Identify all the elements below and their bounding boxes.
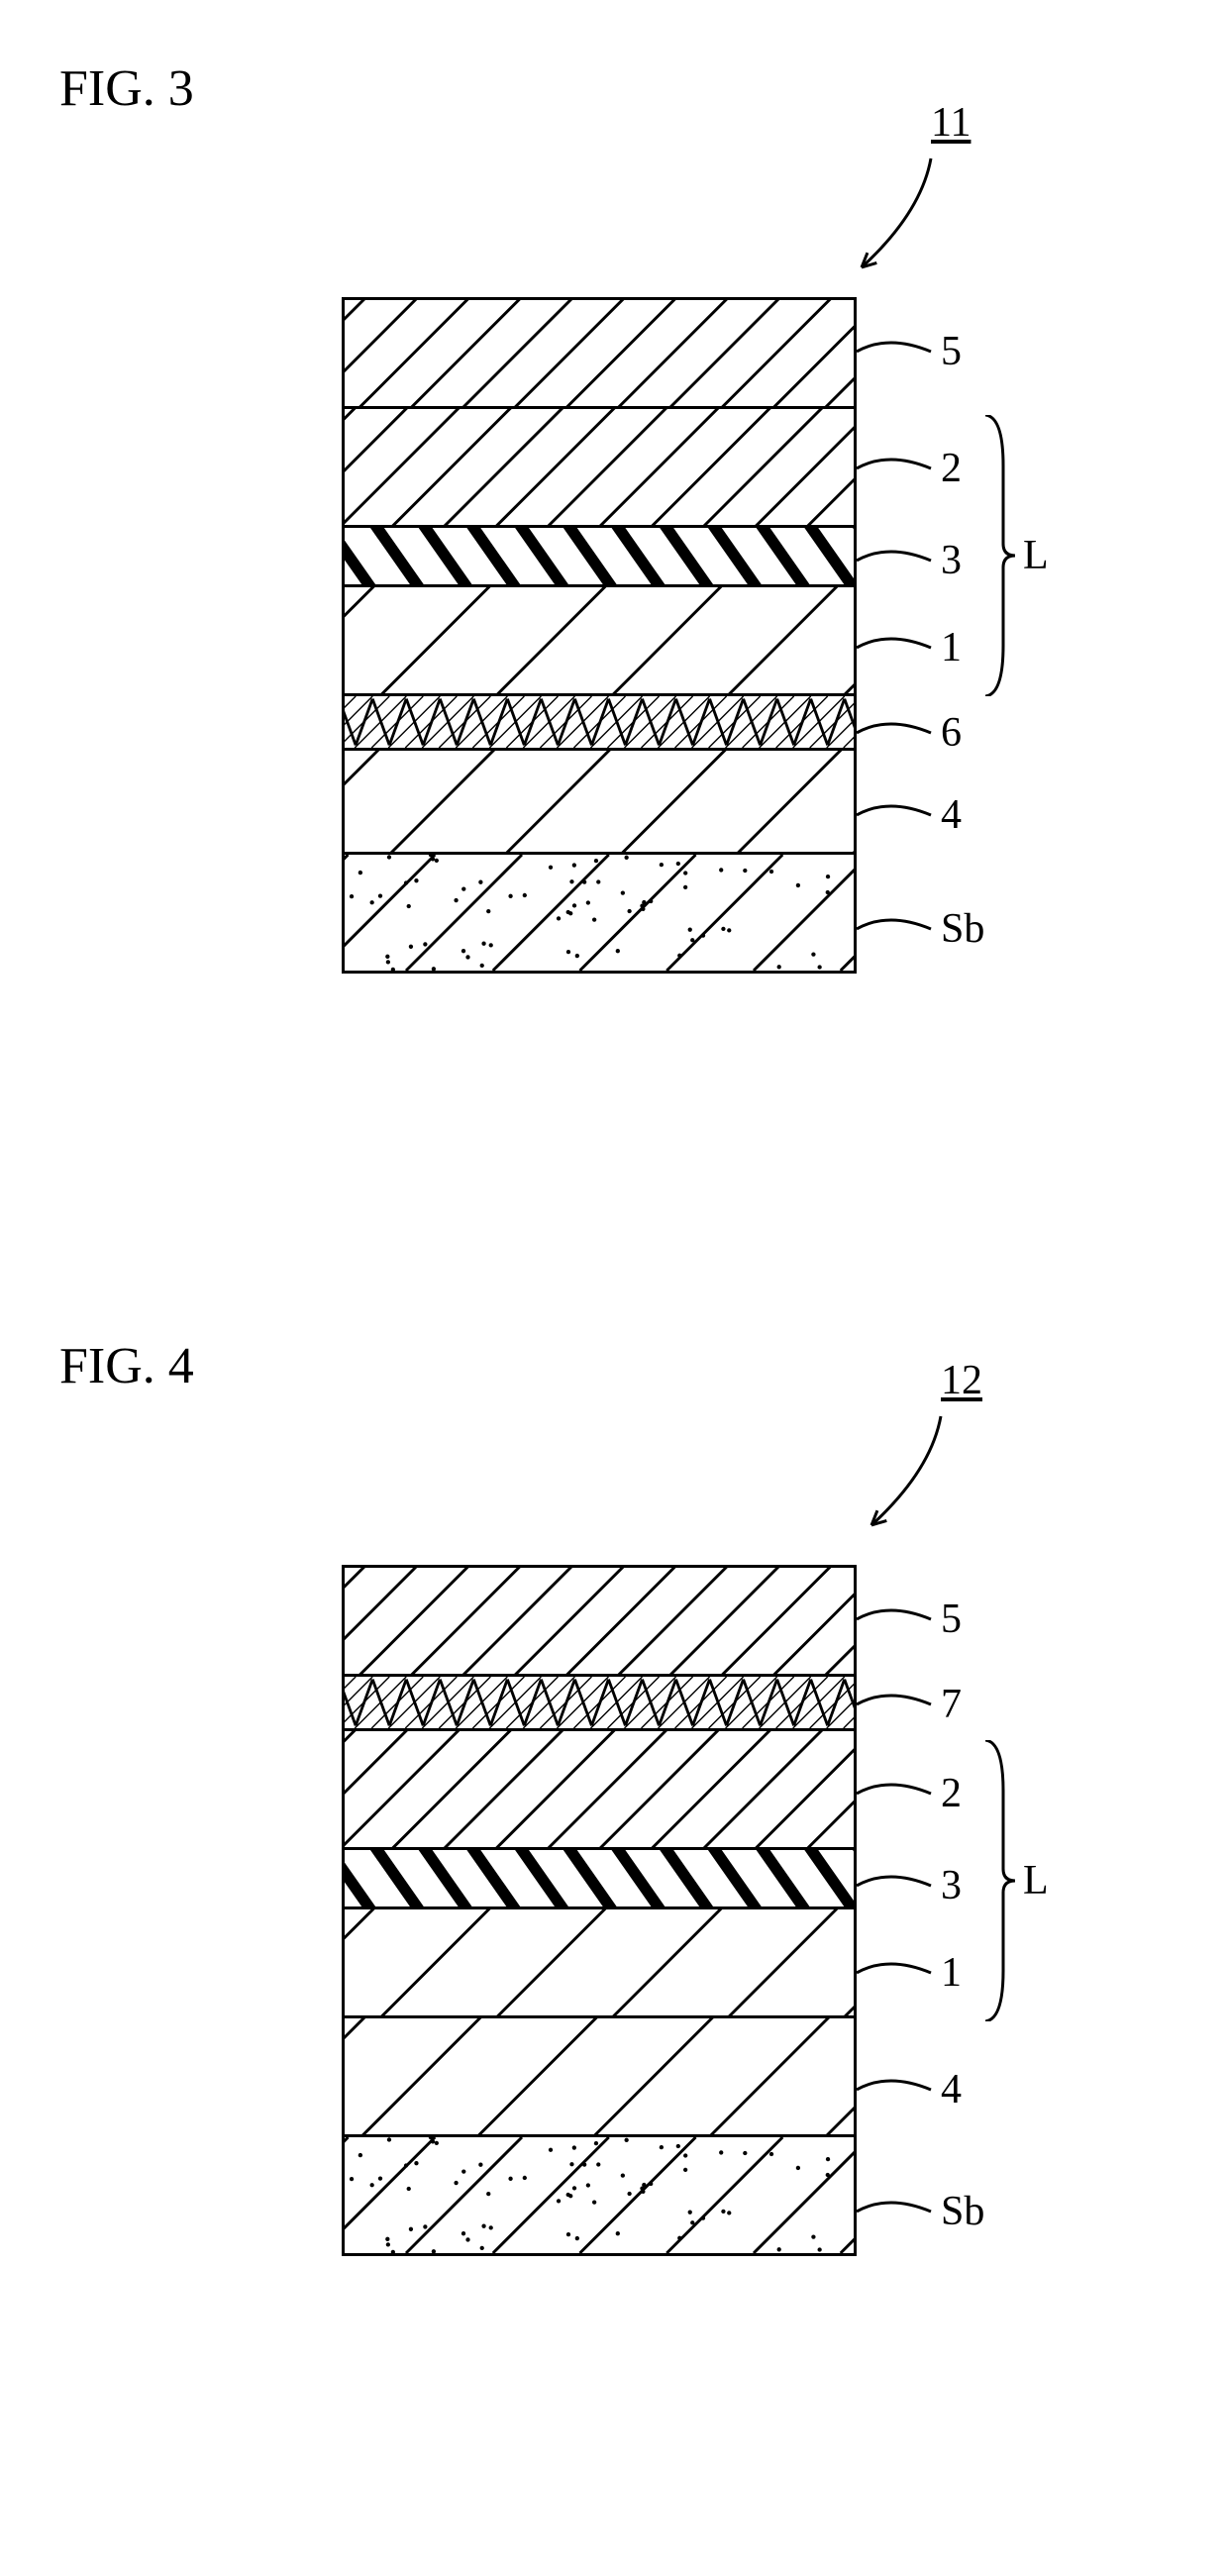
layer [345, 1677, 854, 1731]
leader-line [857, 929, 936, 931]
layer [345, 696, 854, 751]
leader-line [857, 1973, 936, 1975]
group-brace [985, 415, 1020, 696]
leader-line [857, 733, 936, 735]
pointer-arrow [852, 1396, 961, 1545]
layer [345, 300, 854, 409]
layer-label: 2 [941, 1770, 962, 1817]
layer-label: 2 [941, 445, 962, 492]
layer-label: Sb [941, 2188, 984, 2235]
group-label: L [1023, 532, 1049, 579]
layer [345, 1909, 854, 2018]
layer-label: 3 [941, 537, 962, 584]
leader-line [857, 2212, 936, 2214]
layer [345, 587, 854, 696]
layer-label: 1 [941, 624, 962, 671]
leader-line [857, 2090, 936, 2092]
leader-line [857, 1794, 936, 1796]
figure-title: FIG. 3 [59, 59, 194, 118]
leader-line [857, 648, 936, 650]
leader-line [857, 468, 936, 470]
layer-stack [342, 1565, 857, 2256]
leader-line [857, 815, 936, 817]
layer-label: 5 [941, 328, 962, 375]
layer [345, 409, 854, 528]
layer-label: 6 [941, 709, 962, 757]
figure-title: FIG. 4 [59, 1337, 194, 1395]
layer-stack [342, 297, 857, 974]
layer-label: 4 [941, 791, 962, 839]
leader-line [857, 1619, 936, 1621]
layer [345, 1731, 854, 1850]
pointer-arrow [842, 139, 951, 287]
layer-label: 7 [941, 1681, 962, 1728]
layer-label: Sb [941, 905, 984, 953]
layer [345, 1568, 854, 1677]
group-brace [985, 1740, 1020, 2021]
layer [345, 751, 854, 855]
layer [345, 1850, 854, 1909]
layer [345, 2018, 854, 2137]
layer-label: 4 [941, 2066, 962, 2113]
page: FIG. 311523164SbLFIG. 412572314SbL [0, 0, 1228, 2576]
leader-line [857, 1704, 936, 1706]
leader-line [857, 1886, 936, 1888]
group-label: L [1023, 1857, 1049, 1905]
layer [345, 2137, 854, 2256]
leader-line [857, 352, 936, 354]
layer-label: 5 [941, 1596, 962, 1643]
layer-label: 3 [941, 1862, 962, 1909]
layer [345, 528, 854, 587]
layer [345, 855, 854, 974]
leader-line [857, 561, 936, 563]
layer-label: 1 [941, 1949, 962, 1997]
